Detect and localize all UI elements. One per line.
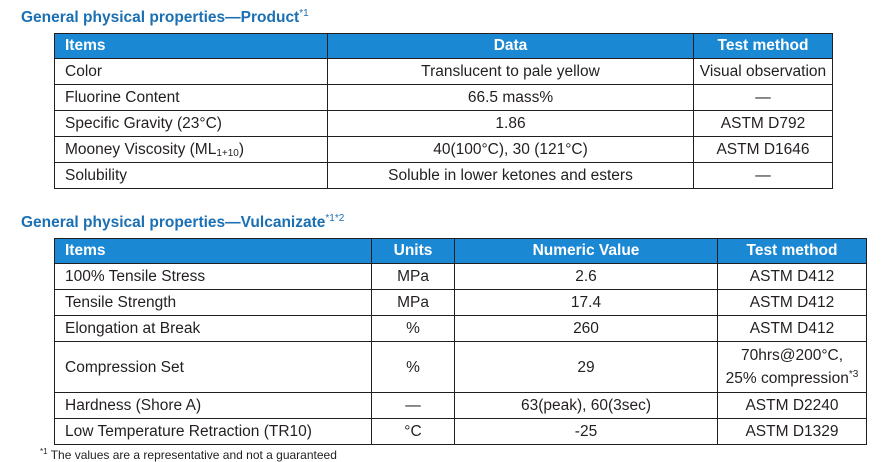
- header-items: Items: [54, 33, 328, 59]
- table-row: Hardness (Shore A) — 63(peak), 60(3sec) …: [54, 392, 867, 419]
- vulcanizate-heading-note: *1*2: [325, 212, 345, 224]
- vulcanizate-table: Items Units Numeric Value Test method 10…: [54, 238, 867, 445]
- item-cell: Low Temperature Retraction (TR10): [54, 418, 372, 445]
- table-row: Elongation at Break % 260 ASTM D412: [54, 315, 867, 342]
- table-row: 100% Tensile Stress MPa 2.6 ASTM D412: [54, 263, 867, 290]
- vulcanizate-heading: General physical properties—Vulcanizate*…: [21, 212, 345, 232]
- method-cell: —: [693, 84, 833, 111]
- value-cell: 29: [454, 341, 718, 393]
- header-numeric-value: Numeric Value: [454, 238, 718, 264]
- method-cell: ASTM D1329: [717, 418, 867, 445]
- header-data: Data: [327, 33, 694, 59]
- value-cell: 260: [454, 315, 718, 342]
- header-test-method: Test method: [717, 238, 867, 264]
- units-cell: —: [371, 392, 455, 419]
- method-cell: 70hrs@200°C, 25% compression*3: [717, 341, 867, 393]
- footnote-text: The values are a representative and not …: [50, 448, 337, 462]
- units-cell: MPa: [371, 289, 455, 316]
- table-row: Specific Gravity (23°C) 1.86 ASTM D792: [54, 110, 833, 137]
- header-test-method: Test method: [693, 33, 833, 59]
- data-cell: Soluble in lower ketones and esters: [327, 162, 694, 189]
- method-cell: ASTM D412: [717, 315, 867, 342]
- method-cell: ASTM D1646: [693, 136, 833, 163]
- method-line-2: 25% compression: [725, 370, 849, 387]
- vulcanizate-header-row: Items Units Numeric Value Test method: [54, 238, 867, 264]
- table-row: Fluorine Content 66.5 mass% —: [54, 84, 833, 111]
- table-row: Tensile Strength MPa 17.4 ASTM D412: [54, 289, 867, 316]
- data-cell: 40(100°C), 30 (121°C): [327, 136, 694, 163]
- header-units: Units: [371, 238, 455, 264]
- method-line-1: 70hrs@200°C,: [740, 347, 844, 364]
- value-cell: 17.4: [454, 289, 718, 316]
- units-cell: %: [371, 341, 455, 393]
- product-heading: General physical properties—Product*1: [21, 7, 309, 27]
- units-cell: °C: [371, 418, 455, 445]
- product-table: Items Data Test method Color Translucent…: [54, 33, 833, 189]
- header-items: Items: [54, 238, 372, 264]
- item-cell: Tensile Strength: [54, 289, 372, 316]
- item-cell: 100% Tensile Stress: [54, 263, 372, 290]
- table-row: Low Temperature Retraction (TR10) °C -25…: [54, 418, 867, 445]
- data-cell: 66.5 mass%: [327, 84, 694, 111]
- method-cell: ASTM D412: [717, 289, 867, 316]
- product-heading-note: *1: [299, 7, 309, 19]
- value-cell: 63(peak), 60(3sec): [454, 392, 718, 419]
- data-cell: 1.86: [327, 110, 694, 137]
- method-cell: ASTM D412: [717, 263, 867, 290]
- table-row: Compression Set % 29 70hrs@200°C, 25% com…: [54, 341, 867, 393]
- units-cell: MPa: [371, 263, 455, 290]
- value-cell: -25: [454, 418, 718, 445]
- item-cell: Solubility: [54, 162, 328, 189]
- item-cell: Fluorine Content: [54, 84, 328, 111]
- data-cell: Translucent to pale yellow: [327, 58, 694, 85]
- item-cell: Specific Gravity (23°C): [54, 110, 328, 137]
- item-text: Mooney Viscosity (ML: [65, 140, 217, 158]
- value-cell: 2.6: [454, 263, 718, 290]
- item-cell: Compression Set: [54, 341, 372, 393]
- footnote: *1 The values are a representative and n…: [40, 447, 337, 462]
- item-cell: Hardness (Shore A): [54, 392, 372, 419]
- product-header-row: Items Data Test method: [54, 33, 833, 59]
- item-subscript: 1+10: [216, 147, 239, 159]
- table-row: Mooney Viscosity (ML1+10) 40(100°C), 30 …: [54, 136, 833, 163]
- method-cell: Visual observation: [693, 58, 833, 85]
- item-cell: Mooney Viscosity (ML1+10): [54, 136, 328, 163]
- table-row: Solubility Soluble in lower ketones and …: [54, 162, 833, 189]
- method-cell: —: [693, 162, 833, 189]
- item-cell: Elongation at Break: [54, 315, 372, 342]
- item-tail: ): [238, 140, 245, 158]
- product-heading-text: General physical properties—Product: [21, 9, 300, 26]
- table-row: Color Translucent to pale yellow Visual …: [54, 58, 833, 85]
- method-cell: ASTM D2240: [717, 392, 867, 419]
- method-note: *3: [848, 368, 859, 380]
- item-cell: Color: [54, 58, 328, 85]
- vulcanizate-heading-text: General physical properties—Vulcanizate: [21, 214, 326, 231]
- footnote-marker: *1: [40, 447, 48, 456]
- method-cell: ASTM D792: [693, 110, 833, 137]
- units-cell: %: [371, 315, 455, 342]
